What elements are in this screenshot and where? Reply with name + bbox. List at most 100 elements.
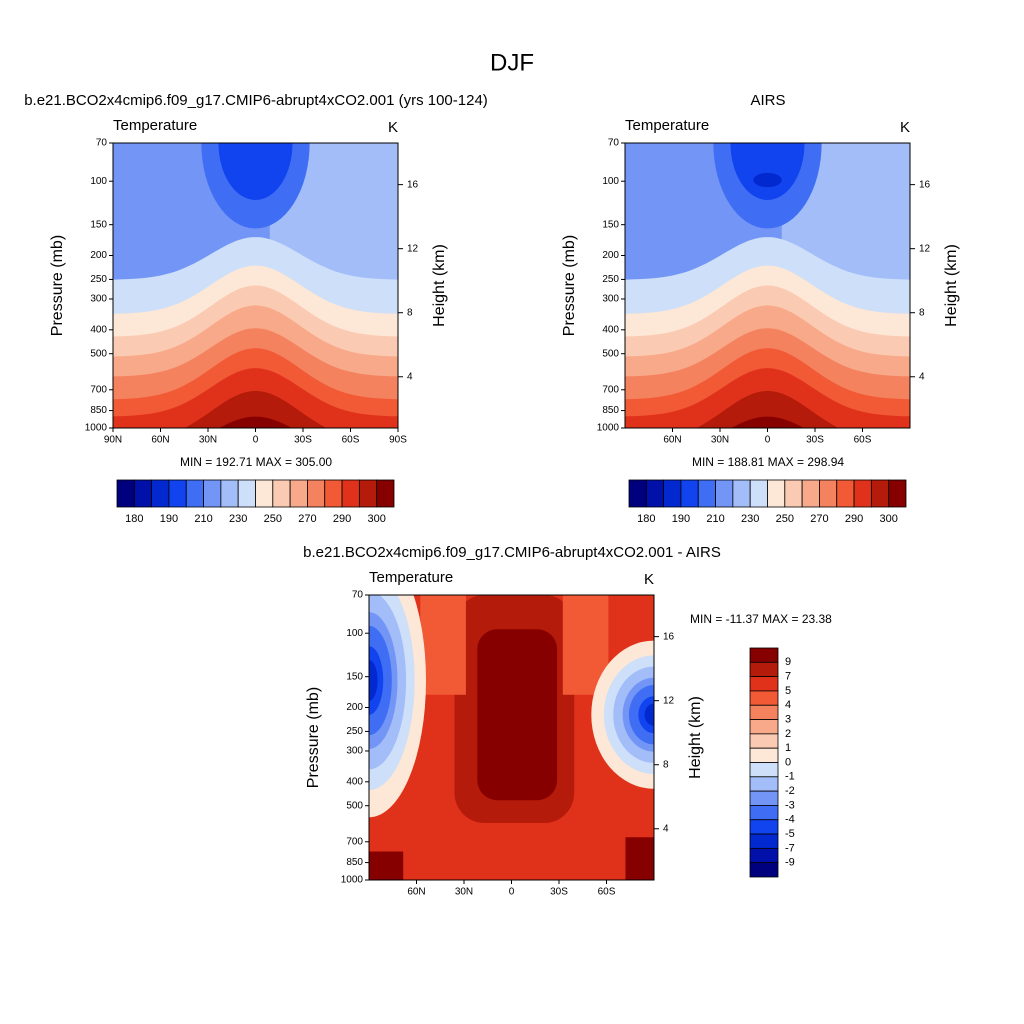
x-tick-label: 60N xyxy=(407,887,425,898)
y-tick-label: 150 xyxy=(90,219,107,230)
colorbar-box xyxy=(307,479,326,508)
panel-title: b.e21.BCO2x4cmip6.f09_g17.CMIP6-abrupt4x… xyxy=(303,544,721,561)
colorbar-box xyxy=(749,819,779,835)
y-tick-label: 500 xyxy=(346,800,363,811)
y2-tick-label: 12 xyxy=(407,243,419,254)
colorbar-box xyxy=(784,479,803,508)
left-label: Temperature xyxy=(369,569,453,586)
y-tick-label: 500 xyxy=(90,348,107,359)
colorbar-label: 230 xyxy=(741,513,759,525)
colorbar-box xyxy=(341,479,360,508)
contour-fill xyxy=(369,659,378,702)
y2-tick-label: 16 xyxy=(407,179,419,190)
colorbar-box xyxy=(749,862,779,878)
colorbar-label: 300 xyxy=(368,513,386,525)
contour-fill xyxy=(184,390,327,428)
colorbar-box xyxy=(749,676,779,692)
panel-title: b.e21.BCO2x4cmip6.f09_g17.CMIP6-abrupt4x… xyxy=(24,92,488,109)
colorbar-box xyxy=(185,479,204,508)
y-tick-label: 70 xyxy=(352,590,364,601)
colorbar-box xyxy=(749,719,779,735)
colorbar-label: 180 xyxy=(125,513,143,525)
colorbar-label: 190 xyxy=(672,513,690,525)
x-tick-label: 30N xyxy=(199,435,217,446)
colorbar-label: -7 xyxy=(785,842,795,854)
contour-fill xyxy=(218,143,293,200)
colorbar-label: 0 xyxy=(785,756,791,768)
colorbar-box xyxy=(853,479,872,508)
colorbar-box xyxy=(116,479,135,508)
colorbar-box xyxy=(376,479,395,508)
x-tick-label: 0 xyxy=(765,435,771,446)
colorbar-label: 7 xyxy=(785,671,791,683)
y2-tick-label: 12 xyxy=(919,243,931,254)
y-tick-label: 150 xyxy=(346,671,363,682)
contour-fill xyxy=(731,416,804,428)
stats: MIN = 188.81 MAX = 298.94 xyxy=(692,455,844,469)
y-tick-label: 250 xyxy=(602,274,619,285)
y2-axis-label: Height (km) xyxy=(431,244,448,327)
y2-tick-label: 4 xyxy=(663,823,669,834)
colorbar-box xyxy=(237,479,256,508)
contour-fill xyxy=(219,416,292,428)
y-tick-label: 850 xyxy=(90,405,107,416)
colorbar-box xyxy=(697,479,716,508)
y-tick-label: 400 xyxy=(346,776,363,787)
y-tick-label: 400 xyxy=(602,324,619,335)
y-tick-label: 1000 xyxy=(597,423,620,434)
y-tick-label: 1000 xyxy=(85,423,108,434)
y2-axis-label: Height (km) xyxy=(943,244,960,327)
right-label: K xyxy=(900,119,910,136)
y-tick-label: 300 xyxy=(346,746,363,757)
colorbar-box xyxy=(819,479,838,508)
figure-title: DJF xyxy=(490,49,534,76)
colorbar-label: -4 xyxy=(785,814,795,826)
y-tick-label: 70 xyxy=(96,138,108,149)
y2-axis-label: Height (km) xyxy=(687,696,704,779)
colorbar-box xyxy=(151,479,170,508)
y-tick-label: 250 xyxy=(90,274,107,285)
colorbar-box xyxy=(749,790,779,806)
colorbar-box xyxy=(749,479,768,508)
colorbar-label: 5 xyxy=(785,685,791,697)
colorbar-box xyxy=(888,479,907,508)
colorbar-box xyxy=(168,479,187,508)
colorbar-box xyxy=(663,479,682,508)
y-tick-label: 850 xyxy=(346,857,363,868)
colorbar-label: 2 xyxy=(785,728,791,740)
x-tick-label: 60N xyxy=(663,435,681,446)
colorbar-box xyxy=(645,479,665,508)
y-tick-label: 300 xyxy=(602,294,619,305)
x-tick-label: 90S xyxy=(389,435,407,446)
x-tick-label: 30N xyxy=(455,887,473,898)
contour-fill xyxy=(420,595,466,695)
y2-tick-label: 8 xyxy=(919,307,925,318)
colorbar-box xyxy=(749,647,779,663)
colorbar-label: 250 xyxy=(264,513,282,525)
contour-fill xyxy=(625,837,654,880)
x-tick-label: 30S xyxy=(806,435,824,446)
y-tick-label: 700 xyxy=(602,384,619,395)
y2-tick-label: 4 xyxy=(407,371,413,382)
colorbar-label: 270 xyxy=(298,513,316,525)
y-tick-label: 100 xyxy=(90,176,107,187)
y2-tick-label: 12 xyxy=(663,695,675,706)
y-tick-label: 850 xyxy=(602,405,619,416)
contour-field xyxy=(625,143,910,428)
x-tick-label: 30N xyxy=(711,435,729,446)
left-label: Temperature xyxy=(113,117,197,134)
colorbar-box xyxy=(680,479,699,508)
colorbar-label: 1 xyxy=(785,742,791,754)
contour-fill xyxy=(696,390,839,428)
colorbar-box xyxy=(133,479,153,508)
colorbar-label: 180 xyxy=(637,513,655,525)
y-tick-label: 200 xyxy=(602,250,619,261)
colorbar-box xyxy=(870,479,890,508)
colorbar-box xyxy=(289,479,308,508)
x-tick-label: 60S xyxy=(342,435,360,446)
y-tick-label: 300 xyxy=(90,294,107,305)
y-tick-label: 250 xyxy=(346,726,363,737)
colorbar-label: 190 xyxy=(160,513,178,525)
right-label: K xyxy=(388,119,398,136)
y-tick-label: 700 xyxy=(90,384,107,395)
